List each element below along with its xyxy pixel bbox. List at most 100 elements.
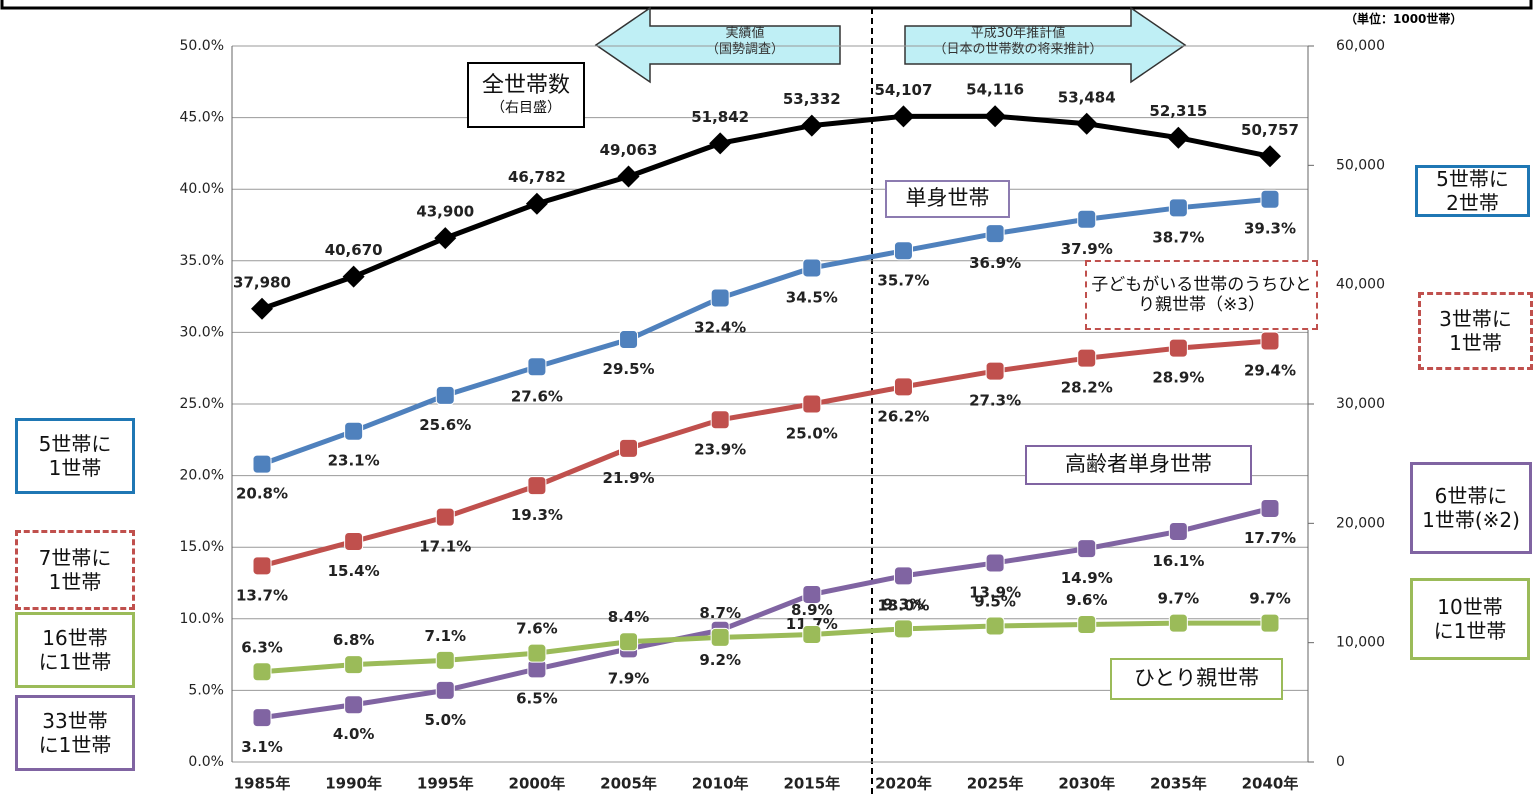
marker — [1260, 613, 1280, 633]
x-tick-label: 1990年 — [325, 775, 382, 793]
value-label: 50,757 — [1241, 121, 1299, 139]
marker — [985, 553, 1005, 573]
marker — [893, 619, 913, 639]
value-label: 25.6% — [419, 416, 471, 434]
marker — [1077, 539, 1097, 559]
y-tick-label: 40.0% — [180, 181, 224, 197]
value-label: 13.7% — [236, 586, 288, 604]
x-tick-label: 2040年 — [1242, 775, 1299, 793]
series-line — [261, 338, 1271, 569]
value-label: 3.1% — [241, 738, 283, 756]
x-tick-label: 2030年 — [1058, 775, 1115, 793]
marker — [800, 114, 823, 137]
marker — [1077, 348, 1097, 368]
marker — [435, 680, 455, 700]
annotation-box: 10世帯 に1世帯 — [1410, 578, 1530, 660]
marker — [342, 265, 365, 288]
value-label: 28.2% — [1061, 379, 1113, 397]
value-label: 16.1% — [1152, 552, 1204, 570]
value-label: 13.0% — [877, 596, 929, 614]
value-label: 34.5% — [786, 288, 838, 306]
value-label: 52,315 — [1149, 102, 1207, 120]
series-name: 高齢者単身世帯 — [1065, 452, 1212, 477]
value-label: 29.4% — [1244, 361, 1296, 379]
value-label: 40,670 — [325, 241, 383, 259]
marker — [1260, 331, 1280, 351]
x-tick-label: 2000年 — [509, 775, 566, 793]
marker — [802, 394, 822, 414]
y-tick-label: 10.0% — [180, 611, 224, 627]
value-label: 26.2% — [877, 407, 929, 425]
marker — [252, 454, 272, 474]
marker — [1168, 198, 1188, 218]
marker — [985, 616, 1005, 636]
value-label: 20.8% — [236, 485, 288, 503]
marker — [344, 421, 364, 441]
arrow-right — [904, 6, 1187, 84]
value-label: 35.7% — [877, 271, 929, 289]
annotation-box: 3世帯に 1世帯 — [1418, 292, 1533, 370]
value-label: 25.0% — [786, 425, 838, 443]
series-line — [261, 113, 1271, 312]
y2-tick-label: 10,000 — [1336, 635, 1385, 651]
value-label: 9.6% — [1066, 591, 1108, 609]
marker — [525, 192, 548, 215]
series-label: ひとり親世帯 — [1110, 658, 1283, 700]
frame — [0, 0, 1533, 10]
series-label: 子どもがいる世帯のうちひとり親世帯（※3） — [1085, 260, 1318, 330]
value-label: 6.5% — [516, 689, 558, 707]
marker — [527, 476, 547, 496]
value-label: 6.3% — [241, 638, 283, 656]
marker — [893, 566, 913, 586]
value-label: 27.6% — [511, 387, 563, 405]
value-label: 9.2% — [699, 651, 741, 669]
value-label: 37.9% — [1061, 240, 1113, 258]
marker — [344, 695, 364, 715]
marker — [617, 165, 640, 188]
series-line — [261, 506, 1271, 721]
y-tick-label: 45.0% — [180, 110, 224, 126]
value-label: 46,782 — [508, 168, 566, 186]
annotation-box: 7世帯に 1世帯 — [15, 530, 135, 610]
y2-tick-label: 30,000 — [1336, 396, 1385, 412]
x-tick-label: 2015年 — [783, 775, 840, 793]
marker — [252, 662, 272, 682]
value-label: 38.7% — [1152, 228, 1204, 246]
marker — [985, 224, 1005, 244]
annotation-box: 5世帯に 2世帯 — [1415, 165, 1530, 217]
marker — [527, 357, 547, 377]
x-tick-label: 1995年 — [417, 775, 474, 793]
marker — [802, 258, 822, 278]
series-note: （右目盛） — [491, 99, 561, 116]
value-label: 7.6% — [516, 620, 558, 638]
y-tick-label: 0.0% — [188, 754, 224, 770]
value-label: 13.9% — [969, 583, 1021, 601]
series-label: 全世帯数 （右目盛） — [467, 62, 585, 128]
marker — [1075, 112, 1098, 135]
marker — [344, 655, 364, 675]
value-label: 17.1% — [419, 538, 471, 556]
value-label: 4.0% — [333, 725, 375, 743]
marker — [344, 531, 364, 551]
marker — [1077, 209, 1097, 229]
value-label: 23.9% — [694, 440, 746, 458]
value-label: 9.7% — [1158, 590, 1200, 608]
y-tick-label: 25.0% — [180, 396, 224, 412]
series-name: 子どもがいる世帯のうちひとり親世帯（※3） — [1091, 274, 1312, 315]
marker — [527, 643, 547, 663]
marker — [802, 584, 822, 604]
marker — [619, 632, 639, 652]
value-label: 29.5% — [603, 360, 655, 378]
annotation-box: 6世帯に 1世帯(※2) — [1410, 462, 1532, 554]
value-label: 51,842 — [691, 108, 749, 126]
x-tick-label: 2035年 — [1150, 775, 1207, 793]
value-label: 23.1% — [328, 452, 380, 470]
annotation-box: 16世帯 に1世帯 — [15, 612, 135, 688]
y-tick-label: 50.0% — [180, 38, 224, 54]
value-label: 28.9% — [1152, 369, 1204, 387]
x-tick-label: 2005年 — [600, 775, 657, 793]
series-line — [261, 620, 1270, 675]
y2-tick-label: 40,000 — [1336, 277, 1385, 293]
